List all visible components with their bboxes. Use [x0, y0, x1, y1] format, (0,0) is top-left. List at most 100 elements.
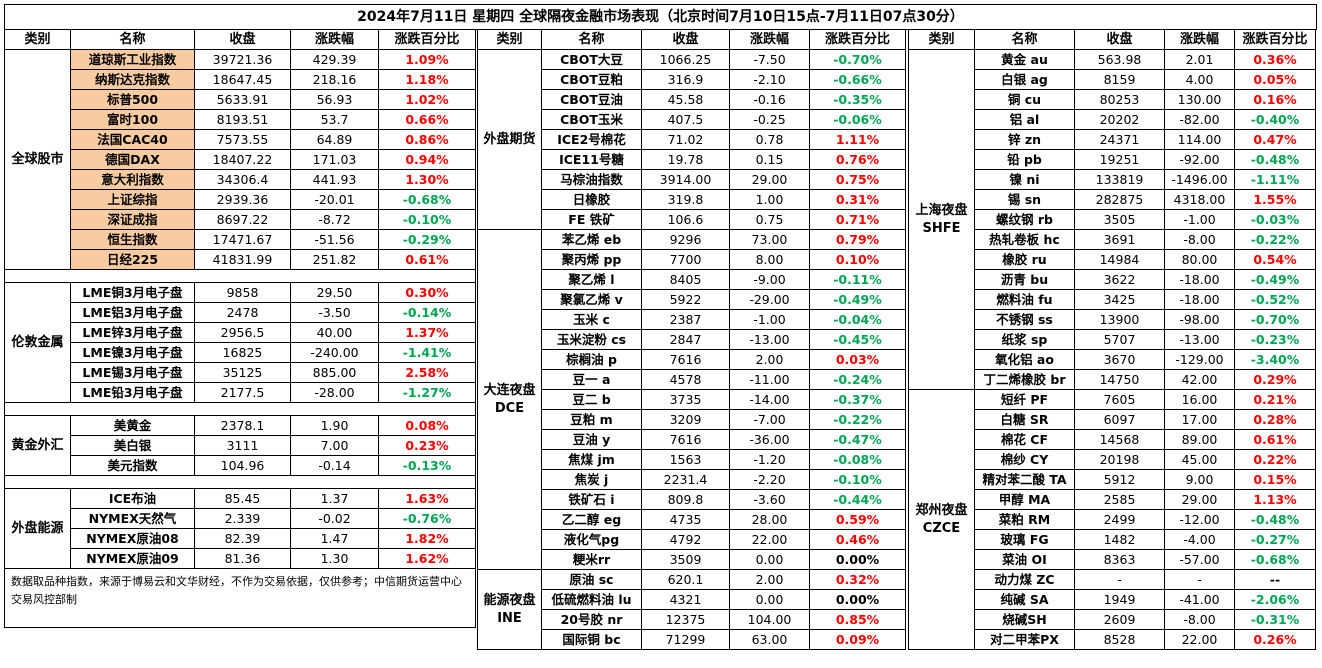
close-value: 3691 [1074, 229, 1165, 250]
change-value: -1.20 [729, 449, 810, 470]
close-value: 3111 [194, 435, 291, 456]
instrument-name: 美白银 [70, 435, 195, 456]
instrument-name: 棉纱 CY [974, 449, 1075, 470]
change-value: -29.00 [729, 289, 810, 310]
category-label: 全球股市 [11, 151, 64, 167]
change-percent: -- [1234, 569, 1316, 590]
change-percent: -0.48% [1234, 149, 1316, 170]
instrument-name: LME镍3月电子盘 [70, 342, 195, 363]
header-name: 名称 [70, 29, 195, 50]
group-spacer [4, 402, 476, 416]
change-value: -14.00 [729, 389, 810, 410]
close-value: 18647.45 [194, 69, 291, 90]
change-percent: 0.00% [809, 589, 906, 610]
change-value: -7.50 [729, 49, 810, 70]
instrument-name: 橡胶 ru [974, 249, 1075, 270]
change-percent: -0.68% [378, 189, 476, 210]
change-percent: -0.11% [809, 269, 906, 290]
middle-header-row: 类别 名称 收盘 涨跌幅 涨跌百分比 [477, 29, 906, 50]
instrument-name: 日经225 [70, 249, 195, 270]
change-value: -18.00 [1164, 269, 1235, 290]
instrument-name: 豆粕 m [541, 409, 642, 430]
instrument-name: ICE11号糖 [541, 149, 642, 170]
change-percent: -0.04% [809, 309, 906, 330]
change-value: -12.00 [1164, 509, 1235, 530]
close-value: 316.9 [641, 69, 730, 90]
table-row: LME锡3月电子盘 35125 885.00 2.58% [5, 362, 476, 383]
change-percent: 1.18% [378, 69, 476, 90]
category-cell: 外盘能源 [4, 488, 71, 569]
change-percent: -0.48% [1234, 509, 1316, 530]
change-percent: 1.13% [1234, 489, 1316, 510]
header-close: 收盘 [641, 29, 730, 50]
right-panel: 类别 名称 收盘 涨跌幅 涨跌百分比 上海夜盘 SHFE 黄金 au 563.98 2.… [908, 29, 1316, 650]
right-table: 类别 名称 收盘 涨跌幅 涨跌百分比 上海夜盘 SHFE 黄金 au 563.98 2.… [908, 29, 1316, 650]
table-row: 焦煤 jm 1563 -1.20 -0.08% [478, 449, 906, 470]
change-percent: -0.10% [809, 469, 906, 490]
table-row: 液化气pg 4792 22.00 0.46% [478, 529, 906, 550]
change-percent: -1.41% [378, 342, 476, 363]
change-percent: -0.35% [809, 89, 906, 110]
instrument-name: 丁二烯橡胶 br [974, 369, 1075, 390]
change-value: -1496.00 [1164, 169, 1235, 190]
close-value: 17471.67 [194, 229, 291, 250]
change-value: 130.00 [1164, 89, 1235, 110]
category-cell: 外盘期货 [477, 49, 542, 230]
change-value: - [1164, 569, 1235, 590]
change-value: 56.93 [290, 89, 379, 110]
close-value: 80253 [1074, 89, 1165, 110]
header-name: 名称 [541, 29, 642, 50]
instrument-name: NYMEX天然气 [70, 508, 195, 529]
category-code: SHFE [922, 220, 961, 236]
instrument-name: 玉米淀粉 cs [541, 329, 642, 350]
instrument-name: 对二甲苯PX [974, 629, 1075, 650]
category-label: 外盘期货 [483, 131, 536, 147]
table-row: LME铝3月电子盘 2478 -3.50 -0.14% [5, 302, 476, 323]
left-table: 类别 名称 收盘 涨跌幅 涨跌百分比 全球股市 道琼斯工业指数 39721.36 42… [4, 29, 476, 628]
change-value: 28.00 [729, 509, 810, 530]
change-percent: 0.61% [378, 249, 476, 270]
change-value: 9.00 [1164, 469, 1235, 490]
close-value: 282875 [1074, 189, 1165, 210]
change-value: -0.14 [290, 455, 379, 476]
close-value: 4792 [641, 529, 730, 550]
change-percent: 0.54% [1234, 249, 1316, 270]
table-row: 对二甲苯PX 8528 22.00 0.26% [909, 629, 1316, 650]
change-value: 1.47 [290, 528, 379, 549]
close-value: 35125 [194, 362, 291, 383]
table-row: 铁矿石 i 809.8 -3.60 -0.44% [478, 489, 906, 510]
change-value: 63.00 [729, 629, 810, 650]
close-value: 6097 [1074, 409, 1165, 430]
table-row: 热轧卷板 hc 3691 -8.00 -0.22% [909, 229, 1316, 250]
instrument-name: 镍 ni [974, 169, 1075, 190]
close-value: 3209 [641, 409, 730, 430]
change-percent: 1.82% [378, 528, 476, 549]
header-change: 涨跌幅 [729, 29, 810, 50]
instrument-name: CBOT玉米 [541, 109, 642, 130]
instrument-name: 德国DAX [70, 149, 195, 170]
change-value: 89.00 [1164, 429, 1235, 450]
table-row: 橡胶 ru 14984 80.00 0.54% [909, 249, 1316, 270]
header-pct: 涨跌百分比 [809, 29, 906, 50]
change-value: -57.00 [1164, 549, 1235, 570]
change-percent: 0.61% [1234, 429, 1316, 450]
instrument-name: 动力煤 ZC [974, 569, 1075, 590]
close-value: 5633.91 [194, 89, 291, 110]
close-value: 12375 [641, 609, 730, 630]
table-row: 动力煤 ZC - - -- [909, 569, 1316, 590]
close-value: 563.98 [1074, 49, 1165, 70]
change-value: -1.00 [729, 309, 810, 330]
report-title: 2024年7月11日 星期四 全球隔夜金融市场表现（北京时间7月10日15点-7… [4, 4, 1317, 30]
change-value: 29.00 [729, 169, 810, 190]
table-row: 铅 pb 19251 -92.00 -0.48% [909, 149, 1316, 170]
table-row: 伦敦金属 LME铜3月电子盘 9858 29.50 0.30% [4, 282, 476, 403]
category-cell: 大连夜盘 DCE [477, 229, 542, 570]
change-value: 73.00 [729, 229, 810, 250]
change-percent: 0.79% [809, 229, 906, 250]
close-value: 620.1 [641, 569, 730, 590]
change-percent: 1.30% [378, 169, 476, 190]
header-name: 名称 [974, 29, 1075, 50]
change-percent: 0.26% [1234, 629, 1316, 650]
instrument-name: NYMEX原油09 [70, 548, 195, 569]
change-value: 42.00 [1164, 369, 1235, 390]
